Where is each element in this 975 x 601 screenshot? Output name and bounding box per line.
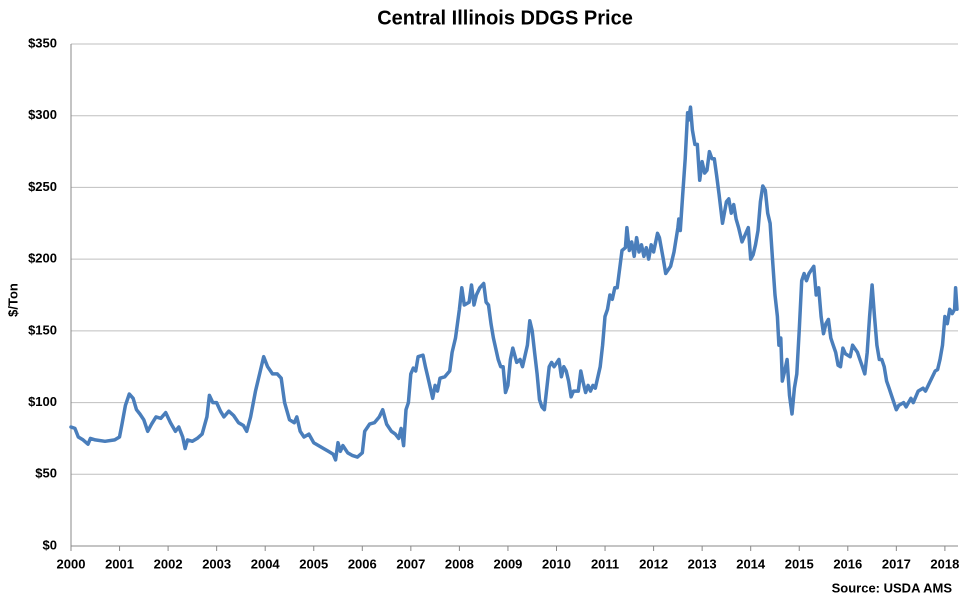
x-tick-label: 2018	[930, 556, 959, 571]
y-tick-label: $100	[28, 394, 57, 409]
y-tick-label: $0	[43, 537, 57, 552]
x-tick-label: 2015	[785, 556, 814, 571]
x-tick-label: 2013	[688, 556, 717, 571]
x-tick-label: 2006	[348, 556, 377, 571]
y-axis-label: $/Ton	[5, 283, 20, 317]
price-line	[69, 105, 959, 462]
y-tick-label: $350	[28, 35, 57, 50]
y-tick-label: $150	[28, 322, 57, 337]
x-tick-label: 2003	[202, 556, 231, 571]
x-tick-label: 2017	[882, 556, 911, 571]
x-tick-label: 2014	[736, 556, 766, 571]
chart-title: Central Illinois DDGS Price	[377, 7, 633, 29]
y-tick-label: $300	[28, 107, 57, 122]
x-tick-label: 2007	[396, 556, 425, 571]
y-tick-label: $50	[35, 466, 57, 481]
source-note: Source: USDA AMS	[832, 580, 953, 595]
x-tick-label: 2012	[639, 556, 668, 571]
x-tick-label: 2011	[591, 556, 619, 571]
x-tick-label: 2002	[154, 556, 183, 571]
x-tick-label: 2001	[105, 556, 134, 571]
x-tick-label: 2009	[493, 556, 522, 571]
y-tick-label: $200	[28, 251, 57, 266]
y-tick-label: $250	[28, 179, 57, 194]
x-tick-label: 2016	[833, 556, 862, 571]
x-tick-label: 2010	[542, 556, 571, 571]
x-tick-label: 2004	[251, 556, 281, 571]
x-tick-label: 2005	[299, 556, 328, 571]
x-tick-label: 2000	[57, 556, 86, 571]
x-tick-label: 2008	[445, 556, 474, 571]
